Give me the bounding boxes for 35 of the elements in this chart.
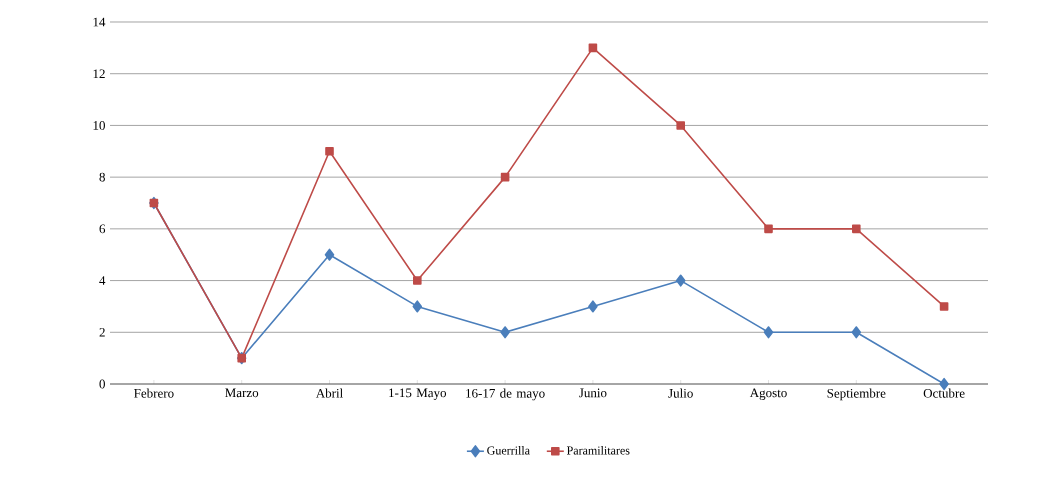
point <box>500 172 510 182</box>
y-tick-label: 10 <box>93 121 105 130</box>
x-tick-label: Julio <box>668 388 693 398</box>
x-tick-label: Septiembre <box>827 388 886 401</box>
y-tick-label: 4 <box>99 276 106 285</box>
point <box>325 146 334 156</box>
y-tick-label: 12 <box>93 69 105 79</box>
point <box>764 224 773 234</box>
x-tick-label: 1-15 Mayo <box>389 388 447 400</box>
y-tick-label: 6 <box>99 224 106 234</box>
x-tick-label: 16-17 de mayo <box>466 388 545 401</box>
x-tick-label: Abril <box>315 388 343 398</box>
point <box>324 248 335 261</box>
point <box>763 326 774 339</box>
point <box>939 302 949 311</box>
point <box>588 300 598 313</box>
y-tick-label: 0 <box>99 379 105 389</box>
x-tick-label: Marzo <box>225 388 259 398</box>
legend-label: Paramilitares <box>566 446 630 455</box>
point <box>413 276 422 285</box>
x-tick-label: Agosto <box>749 388 787 400</box>
point <box>588 43 598 53</box>
legend-label: Guerrilla <box>487 446 530 455</box>
x-tick-label: Octubre <box>923 388 965 398</box>
point <box>675 274 686 287</box>
y-tick-label: 14 <box>93 17 106 27</box>
point <box>412 300 423 313</box>
point <box>500 326 510 339</box>
y-tick-label: 8 <box>99 172 105 182</box>
point <box>676 121 685 130</box>
point <box>851 326 862 339</box>
x-tick-label: Febrero <box>134 388 174 398</box>
x-tick-label: Junio <box>579 388 607 398</box>
point <box>852 224 861 234</box>
y-tick-label: 2 <box>99 327 105 337</box>
